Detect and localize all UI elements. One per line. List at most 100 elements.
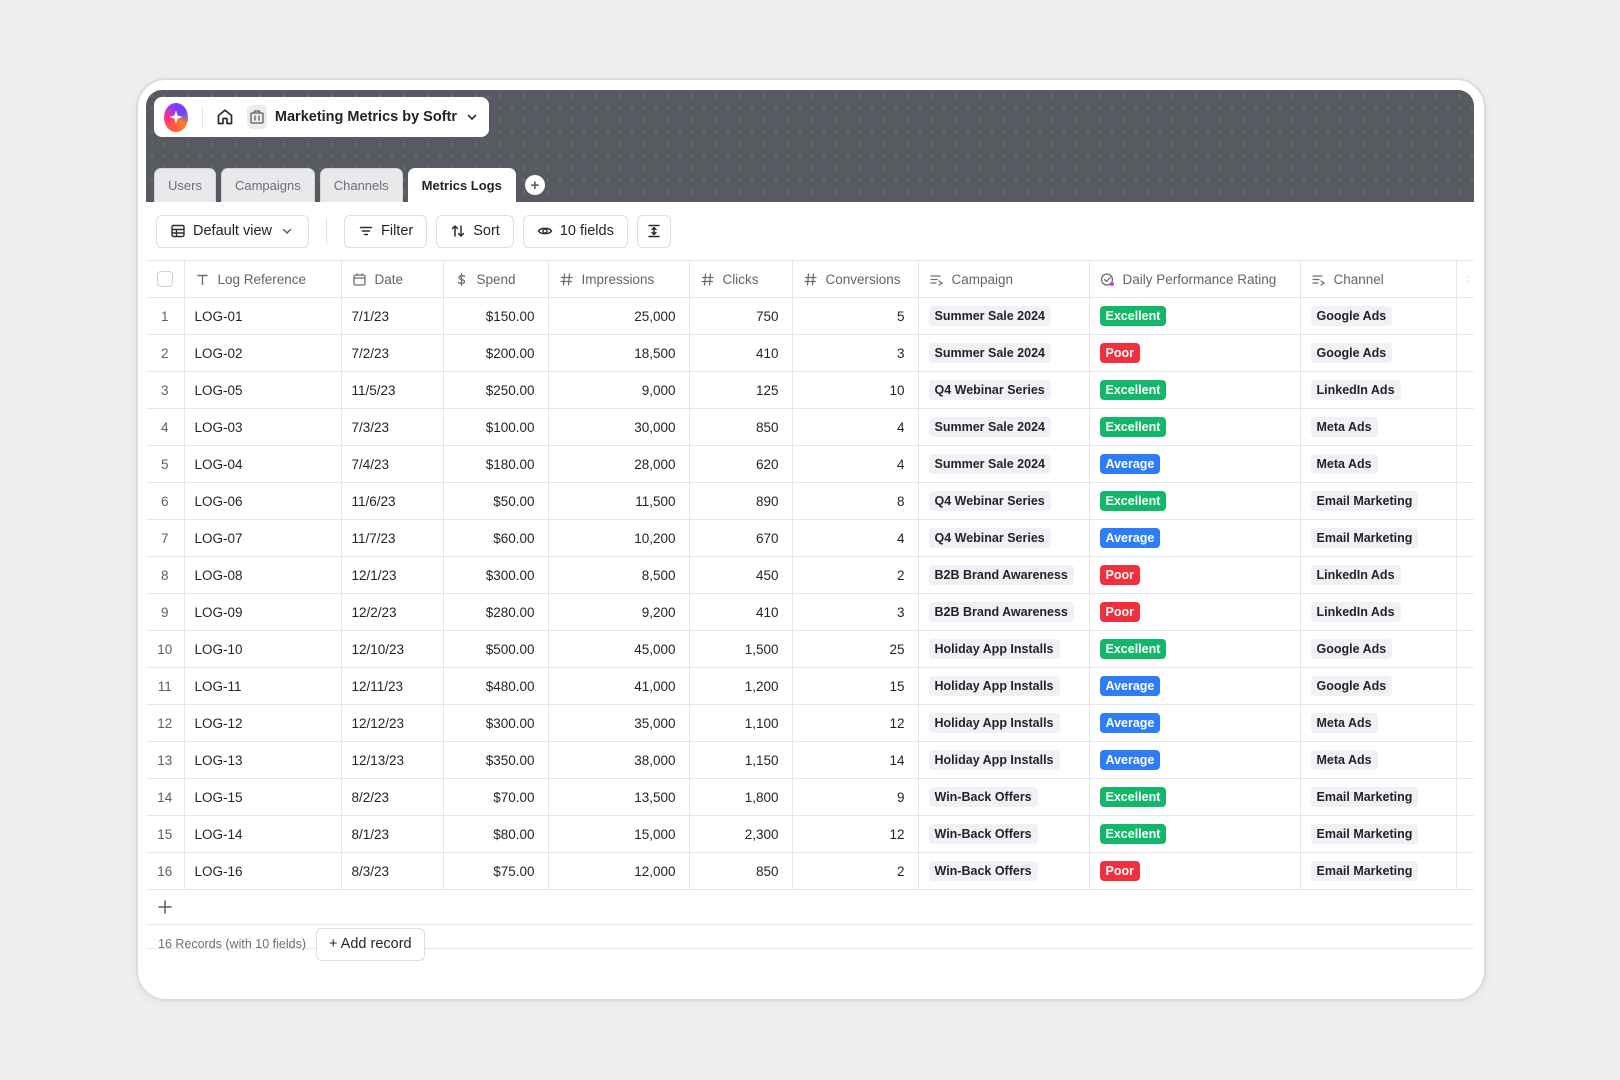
cell-date[interactable]: 8/2/23 [341,778,444,816]
cell-clicks[interactable]: 1,500 [689,630,793,668]
cell-log-reference[interactable]: LOG-08 [184,556,342,594]
filter-button[interactable]: Filter [343,214,428,248]
cell-spend[interactable]: $350.00 [443,741,549,779]
cell-campaign[interactable]: Summer Sale 2024 [918,334,1090,372]
cell-conversions[interactable]: 12 [792,704,919,742]
cell-date[interactable]: 12/12/23 [341,704,444,742]
column-header-channel[interactable]: Channel [1300,260,1457,298]
cell-clicks[interactable]: 850 [689,852,793,890]
cell-impressions[interactable]: 8,500 [548,556,690,594]
cell-campaign[interactable]: Holiday App Installs [918,704,1090,742]
cell-log-reference[interactable]: LOG-07 [184,519,342,557]
fields-button[interactable]: 10 fields [522,214,628,248]
cell-impressions[interactable]: 12,000 [548,852,690,890]
cell-spend[interactable]: $500.00 [443,630,549,668]
cell-log-reference[interactable]: LOG-10 [184,630,342,668]
tab-channels[interactable]: Channels [319,168,403,202]
table-row[interactable]: 10 LOG-10 12/10/23 $500.00 45,000 1,500 25 Holi… [146,630,1474,668]
cell-clicks[interactable]: 1,150 [689,741,793,779]
cell-date[interactable]: 12/13/23 [341,741,444,779]
cell-date[interactable]: 11/7/23 [341,519,444,557]
cell-conversions[interactable]: 15 [792,667,919,705]
column-header-log-reference[interactable]: Log Reference [184,260,342,298]
cell-impressions[interactable]: 35,000 [548,704,690,742]
cell-clicks[interactable]: 410 [689,334,793,372]
cell-rating[interactable]: Poor [1089,556,1301,594]
cell-spend[interactable]: $70.00 [443,778,549,816]
home-icon[interactable] [215,107,235,127]
cell-date[interactable]: 8/1/23 [341,815,444,853]
cell-channel[interactable]: Google Ads [1300,667,1457,705]
cell-channel[interactable]: Meta Ads [1300,408,1457,446]
cell-rating[interactable]: Poor [1089,852,1301,890]
cell-conversions[interactable]: 14 [792,741,919,779]
column-header-overflow[interactable]: : [1456,260,1474,298]
cell-conversions[interactable]: 8 [792,482,919,520]
cell-log-reference[interactable]: LOG-03 [184,408,342,446]
cell-clicks[interactable]: 410 [689,593,793,631]
select-all-header[interactable] [146,260,185,298]
sort-button[interactable]: Sort [436,214,514,248]
column-header-date[interactable]: Date [341,260,444,298]
cell-channel[interactable]: Email Marketing [1300,482,1457,520]
cell-impressions[interactable]: 30,000 [548,408,690,446]
column-header-campaign[interactable]: Campaign [918,260,1090,298]
cell-log-reference[interactable]: LOG-09 [184,593,342,631]
cell-clicks[interactable]: 750 [689,297,793,335]
row-height-button[interactable] [636,214,671,248]
cell-spend[interactable]: $180.00 [443,445,549,483]
cell-spend[interactable]: $480.00 [443,667,549,705]
cell-log-reference[interactable]: LOG-01 [184,297,342,335]
cell-campaign[interactable]: Holiday App Installs [918,630,1090,668]
app-switcher[interactable]: Marketing Metrics by Softr [154,97,489,137]
column-header-daily-performance-rating[interactable]: Daily Performance Rating [1089,260,1301,298]
cell-clicks[interactable]: 1,200 [689,667,793,705]
cell-conversions[interactable]: 5 [792,297,919,335]
cell-clicks[interactable]: 850 [689,408,793,446]
cell-spend[interactable]: $50.00 [443,482,549,520]
table-row[interactable]: 6 LOG-06 11/6/23 $50.00 11,500 890 8 Q4 Webinar… [146,482,1474,520]
cell-clicks[interactable]: 890 [689,482,793,520]
tab-metrics-logs[interactable]: Metrics Logs [407,168,516,202]
cell-spend[interactable]: $300.00 [443,704,549,742]
cell-impressions[interactable]: 10,200 [548,519,690,557]
cell-channel[interactable]: Google Ads [1300,334,1457,372]
cell-clicks[interactable]: 670 [689,519,793,557]
cell-impressions[interactable]: 11,500 [548,482,690,520]
cell-impressions[interactable]: 15,000 [548,815,690,853]
column-header-impressions[interactable]: Impressions [548,260,690,298]
cell-rating[interactable]: Excellent [1089,482,1301,520]
cell-channel[interactable]: Google Ads [1300,630,1457,668]
cell-clicks[interactable]: 1,800 [689,778,793,816]
cell-date[interactable]: 12/1/23 [341,556,444,594]
cell-rating[interactable]: Excellent [1089,778,1301,816]
cell-channel[interactable]: Email Marketing [1300,519,1457,557]
cell-date[interactable]: 11/5/23 [341,371,444,409]
cell-conversions[interactable]: 2 [792,852,919,890]
cell-channel[interactable]: Email Marketing [1300,852,1457,890]
cell-channel[interactable]: LinkedIn Ads [1300,371,1457,409]
cell-impressions[interactable]: 9,000 [548,371,690,409]
cell-rating[interactable]: Excellent [1089,297,1301,335]
cell-conversions[interactable]: 4 [792,519,919,557]
cell-channel[interactable]: Email Marketing [1300,778,1457,816]
add-record-button[interactable]: + Add record [315,927,425,961]
cell-impressions[interactable]: 41,000 [548,667,690,705]
cell-campaign[interactable]: Win-Back Offers [918,852,1090,890]
cell-conversions[interactable]: 25 [792,630,919,668]
cell-impressions[interactable]: 28,000 [548,445,690,483]
column-header-clicks[interactable]: Clicks [689,260,793,298]
cell-spend[interactable]: $280.00 [443,593,549,631]
table-row[interactable]: 16 LOG-16 8/3/23 $75.00 12,000 850 2 Win-Back O… [146,852,1474,890]
cell-impressions[interactable]: 9,200 [548,593,690,631]
cell-date[interactable]: 12/2/23 [341,593,444,631]
cell-campaign[interactable]: Q4 Webinar Series [918,519,1090,557]
tab-users[interactable]: Users [154,168,216,202]
cell-log-reference[interactable]: LOG-02 [184,334,342,372]
cell-conversions[interactable]: 2 [792,556,919,594]
cell-conversions[interactable]: 10 [792,371,919,409]
cell-impressions[interactable]: 25,000 [548,297,690,335]
cell-campaign[interactable]: B2B Brand Awareness [918,556,1090,594]
chevron-down-icon[interactable] [457,110,479,124]
cell-campaign[interactable]: Q4 Webinar Series [918,482,1090,520]
